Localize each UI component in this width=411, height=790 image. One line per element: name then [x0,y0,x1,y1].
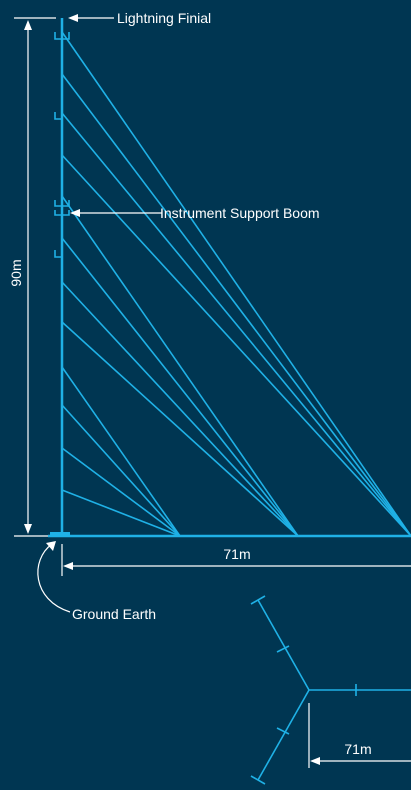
instrument-boom [54,250,62,258]
radius-dimension [61,544,411,576]
finial-label: Lightning Finial [117,10,211,26]
finial-callout [68,14,114,22]
earth-callout [37,541,71,613]
guy-wire [61,366,181,537]
guy-wire [61,237,299,537]
height-dimension [14,17,56,537]
guy-wire [61,154,411,537]
instrument-boom [54,210,70,216]
guy-wire [61,281,299,537]
mast-base [50,532,70,537]
plan-guy-line [257,689,310,781]
radius-label: 71m [223,546,250,562]
guy-wire [61,73,411,537]
boom-label: Instrument Support Boom [160,205,320,221]
plan-view [250,595,411,785]
plan-radius-label: 71m [344,741,371,757]
guy-wire [61,112,411,537]
instrument-boom [54,200,70,207]
guy-wire [61,404,181,537]
plan-radius-dimension [308,703,411,768]
guy-wire [61,447,181,537]
height-label: 90m [8,259,24,286]
guy-wire [61,31,411,537]
instrument-boom [54,112,62,120]
guy-wires [61,31,411,537]
boom-callout [70,209,162,217]
guy-wire [61,489,181,537]
guy-wire [61,195,299,537]
plan-guy-line [257,599,310,691]
earth-label: Ground Earth [72,606,156,622]
instrument-booms [54,112,70,258]
guy-wire [61,321,299,537]
lightning-finial [54,32,70,40]
